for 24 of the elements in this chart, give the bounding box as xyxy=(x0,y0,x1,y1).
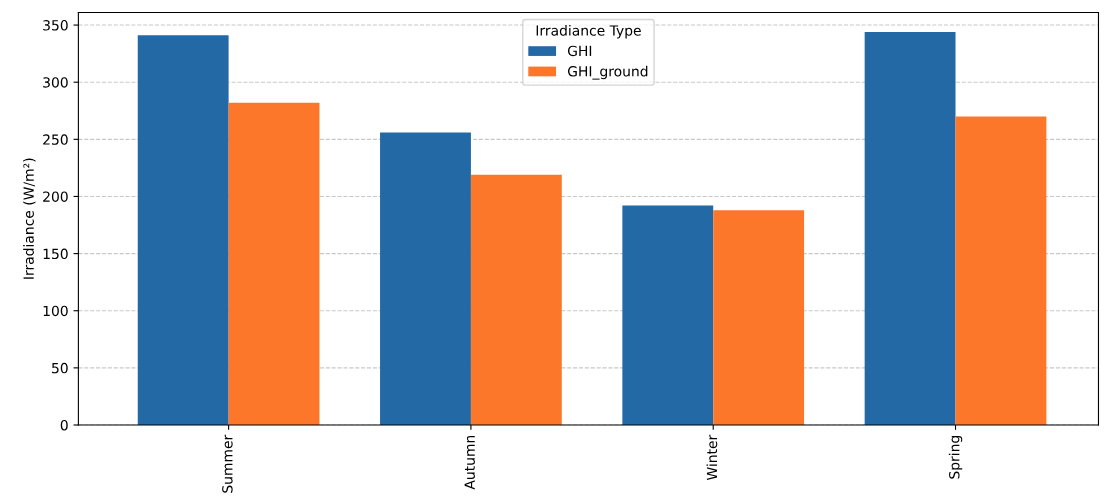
bar xyxy=(864,31,956,425)
y-tick-label: 100 xyxy=(43,305,68,317)
x-tick-label: Summer xyxy=(222,434,233,493)
bar xyxy=(622,205,714,425)
y-tick-label: 0 xyxy=(60,419,68,431)
legend-title: Irradiance Type xyxy=(536,25,641,39)
bar xyxy=(380,132,471,425)
legend-label: GHI_ground xyxy=(567,65,648,80)
y-axis-title: Irradiance (W/m²) xyxy=(23,158,36,279)
bar xyxy=(228,102,320,425)
y-tick-label: 150 xyxy=(43,248,68,260)
y-tick-label: 250 xyxy=(43,134,68,145)
legend-label: GHI xyxy=(567,45,592,57)
y-tick-label: 300 xyxy=(43,77,68,88)
bar xyxy=(470,174,562,425)
x-tick-label: Winter xyxy=(706,434,718,481)
y-tick-label: 200 xyxy=(43,191,68,202)
x-tick-label: Autumn xyxy=(464,435,475,490)
bar xyxy=(713,210,805,425)
y-tick-label: 350 xyxy=(43,20,68,31)
bar xyxy=(955,116,1047,425)
x-tick-label: Spring xyxy=(948,435,963,479)
y-tick-label: 50 xyxy=(52,362,68,374)
bar xyxy=(137,35,229,425)
